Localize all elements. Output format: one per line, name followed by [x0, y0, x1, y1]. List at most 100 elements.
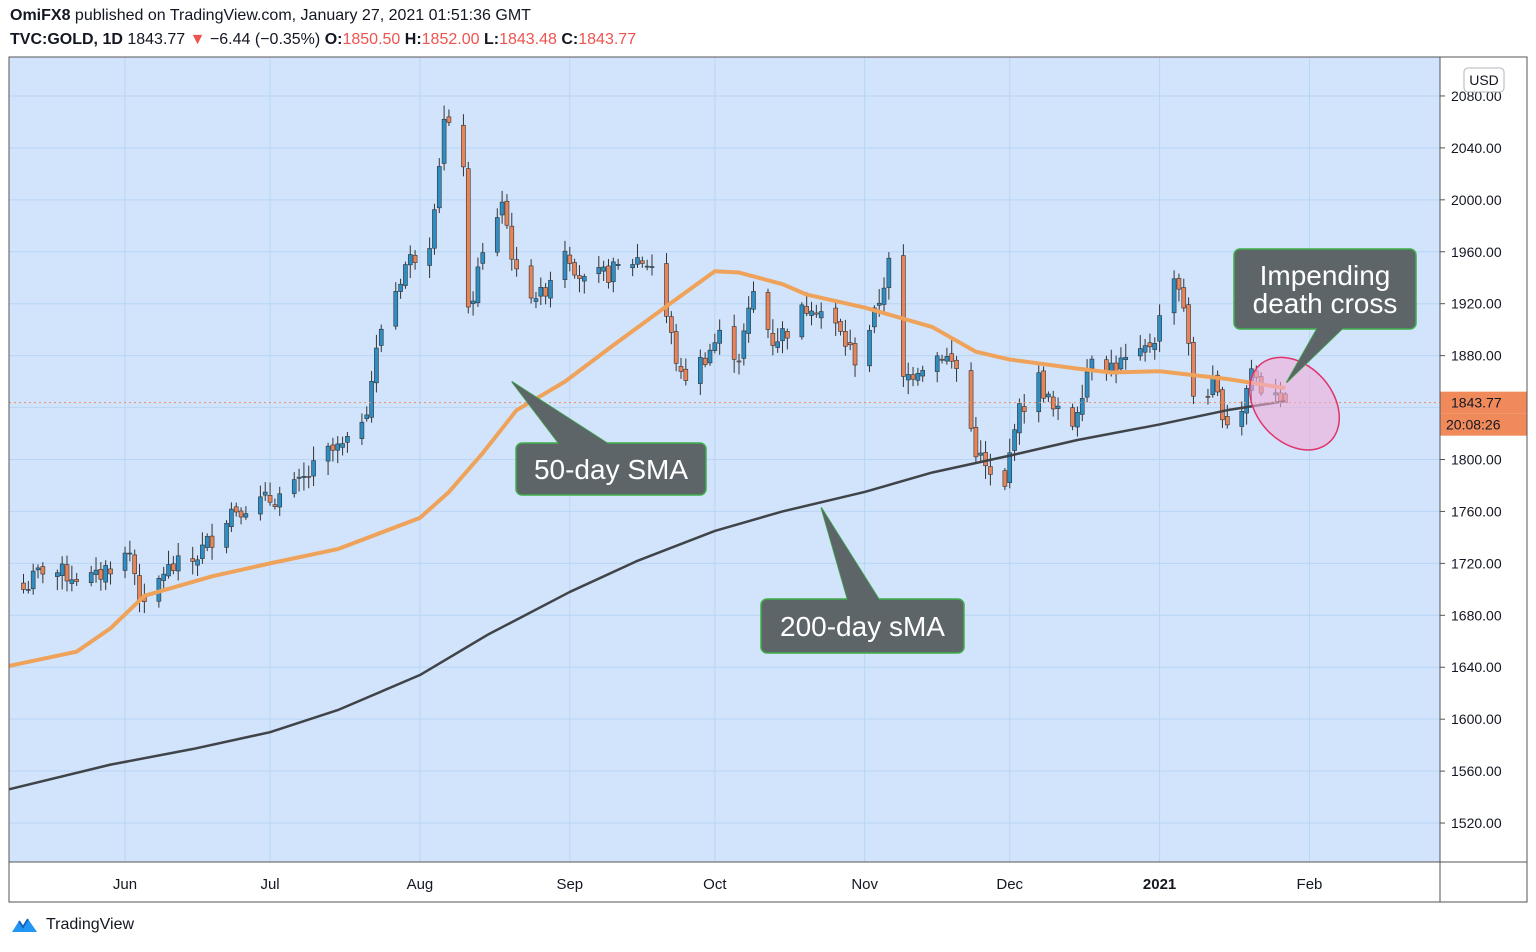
candle [746, 307, 751, 334]
candle [1210, 378, 1216, 395]
candle [412, 254, 418, 263]
candle [369, 381, 374, 418]
candle [905, 374, 911, 381]
candle [224, 523, 229, 548]
candle [480, 252, 486, 264]
candle [596, 267, 602, 275]
candle [983, 452, 988, 467]
candle [644, 265, 650, 268]
candle [272, 504, 278, 507]
candle [55, 572, 60, 577]
countdown-tag [1440, 413, 1527, 436]
author-name: OmiFX8 [10, 7, 71, 24]
candle [475, 266, 481, 304]
candle [1205, 395, 1211, 398]
candle [876, 302, 882, 306]
candle [175, 555, 181, 572]
candle [311, 460, 316, 477]
candle [669, 316, 674, 333]
candle [949, 353, 955, 362]
candle [465, 168, 471, 308]
candle [345, 436, 350, 443]
candle [301, 476, 307, 478]
candle [867, 330, 872, 367]
price-tick-label: 1720.00 [1451, 555, 1502, 571]
price-axis [1440, 57, 1527, 862]
low-label: L: [483, 31, 500, 48]
candle [920, 370, 926, 377]
candle [277, 493, 283, 508]
candle [538, 286, 544, 297]
candle [374, 347, 379, 384]
candle [1118, 357, 1124, 370]
candle [441, 118, 447, 164]
candle [640, 260, 645, 264]
candle [21, 582, 26, 590]
price-tick-label: 1600.00 [1451, 711, 1502, 727]
candle [698, 357, 703, 384]
candle [712, 342, 718, 351]
time-tick-label: 2021 [1143, 876, 1176, 893]
candle [939, 358, 945, 361]
candle [1017, 403, 1022, 434]
price-tick-label: 1560.00 [1451, 763, 1502, 779]
candle [1079, 398, 1085, 415]
candle [122, 552, 128, 571]
candle [267, 495, 273, 503]
candle [204, 536, 210, 548]
time-tick-label: Dec [996, 876, 1023, 893]
publish-text: published on TradingView.com, January 27… [74, 7, 531, 24]
candle [499, 201, 505, 216]
currency-label: USD [1469, 72, 1499, 88]
candle [968, 370, 974, 429]
sma50-callout-pointer-fill [511, 381, 610, 445]
tradingview-logo-icon [12, 918, 37, 932]
candle [731, 326, 737, 360]
candle [195, 559, 200, 566]
candle [393, 291, 399, 327]
candle [934, 355, 940, 372]
candle [649, 266, 655, 268]
price-tick-label: 1960.00 [1451, 244, 1502, 260]
price-tick-label: 1880.00 [1451, 348, 1502, 364]
candle [872, 307, 877, 328]
candle [809, 310, 814, 316]
candle [1186, 304, 1191, 344]
price-change: −6.44 (−0.35%) [209, 31, 321, 48]
candle [258, 496, 263, 515]
candle [630, 264, 635, 269]
candle [509, 225, 515, 260]
candle [562, 250, 568, 281]
candle [200, 544, 205, 559]
candle [1070, 407, 1075, 427]
candle [209, 535, 215, 548]
down-arrow-icon: ▼ [189, 31, 206, 48]
candle [1046, 393, 1051, 398]
candle [606, 265, 611, 283]
sma200-callout-text: 200-day sMA [780, 611, 945, 642]
candle [780, 328, 785, 342]
time-tick-label: Nov [851, 876, 878, 893]
candle [64, 564, 70, 582]
candle [673, 331, 679, 364]
low-value: 1843.48 [499, 31, 557, 48]
candle [59, 563, 65, 576]
candle [403, 264, 408, 286]
publish-info: OmiFX8 published on TradingView.com, Jan… [10, 7, 531, 25]
candle [243, 513, 249, 518]
price-tick-label: 2040.00 [1451, 140, 1502, 156]
candle [296, 476, 302, 479]
candle [833, 307, 838, 324]
candle [171, 563, 176, 571]
candle [88, 572, 94, 583]
candle [1244, 388, 1249, 414]
currency-badge [1463, 67, 1505, 93]
tradingview-footer[interactable]: TradingView [10, 916, 134, 934]
candle [1224, 415, 1230, 426]
time-tick-label: Jun [113, 876, 137, 893]
candle [741, 330, 747, 359]
candle [678, 366, 684, 372]
candle [799, 304, 805, 338]
